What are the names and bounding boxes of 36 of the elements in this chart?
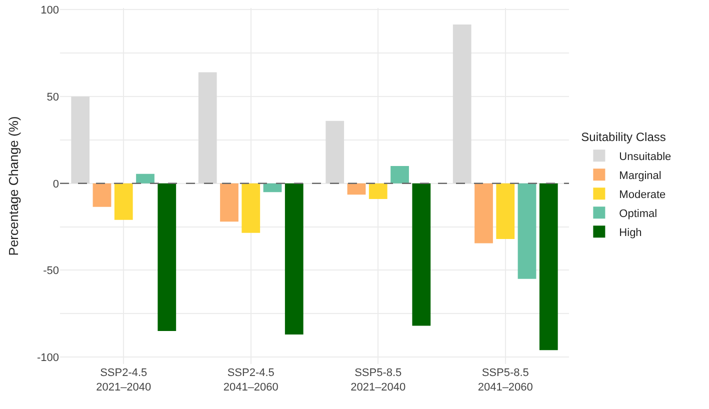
x-tick-label: SSP2-4.5 2021–2040 — [96, 367, 152, 394]
legend-label: Marginal — [619, 170, 662, 182]
bar — [326, 120, 344, 184]
bar — [347, 183, 366, 195]
y-axis-title: Percentage Change (%) — [6, 116, 21, 256]
legend-label: Unsuitable — [619, 150, 672, 163]
bar — [198, 72, 217, 184]
bar — [92, 183, 112, 207]
bar — [539, 183, 558, 350]
bar — [158, 183, 176, 331]
y-tick-label: -50 — [43, 265, 59, 278]
y-tick-label: 100 — [40, 4, 59, 17]
bar — [71, 96, 90, 184]
bar — [368, 183, 388, 200]
x-tick-label: SSP2-4.5 2041–2060 — [223, 367, 278, 394]
bar — [518, 183, 536, 279]
y-tick-label: 50 — [46, 91, 59, 104]
legend-label: Optimal — [619, 208, 658, 220]
bar — [114, 183, 133, 220]
bar — [452, 24, 472, 184]
legend-label: High — [619, 226, 642, 239]
bar — [263, 183, 282, 192]
bar — [220, 183, 238, 222]
bar — [242, 183, 260, 233]
legend-title: Suitability Class — [581, 130, 666, 144]
y-tick-label: 0 — [52, 178, 59, 190]
bar — [136, 174, 154, 184]
x-tick-label: SSP5-8.5 2041–2060 — [478, 367, 533, 394]
x-tick-label: SSP5-8.5 2021–2040 — [350, 367, 406, 394]
bar — [496, 183, 515, 239]
legend-label: Moderate — [619, 188, 666, 201]
y-tick-label: -100 — [36, 352, 59, 364]
bar — [474, 183, 493, 244]
bar — [390, 166, 409, 184]
bar — [412, 183, 431, 326]
bar — [284, 183, 304, 334]
